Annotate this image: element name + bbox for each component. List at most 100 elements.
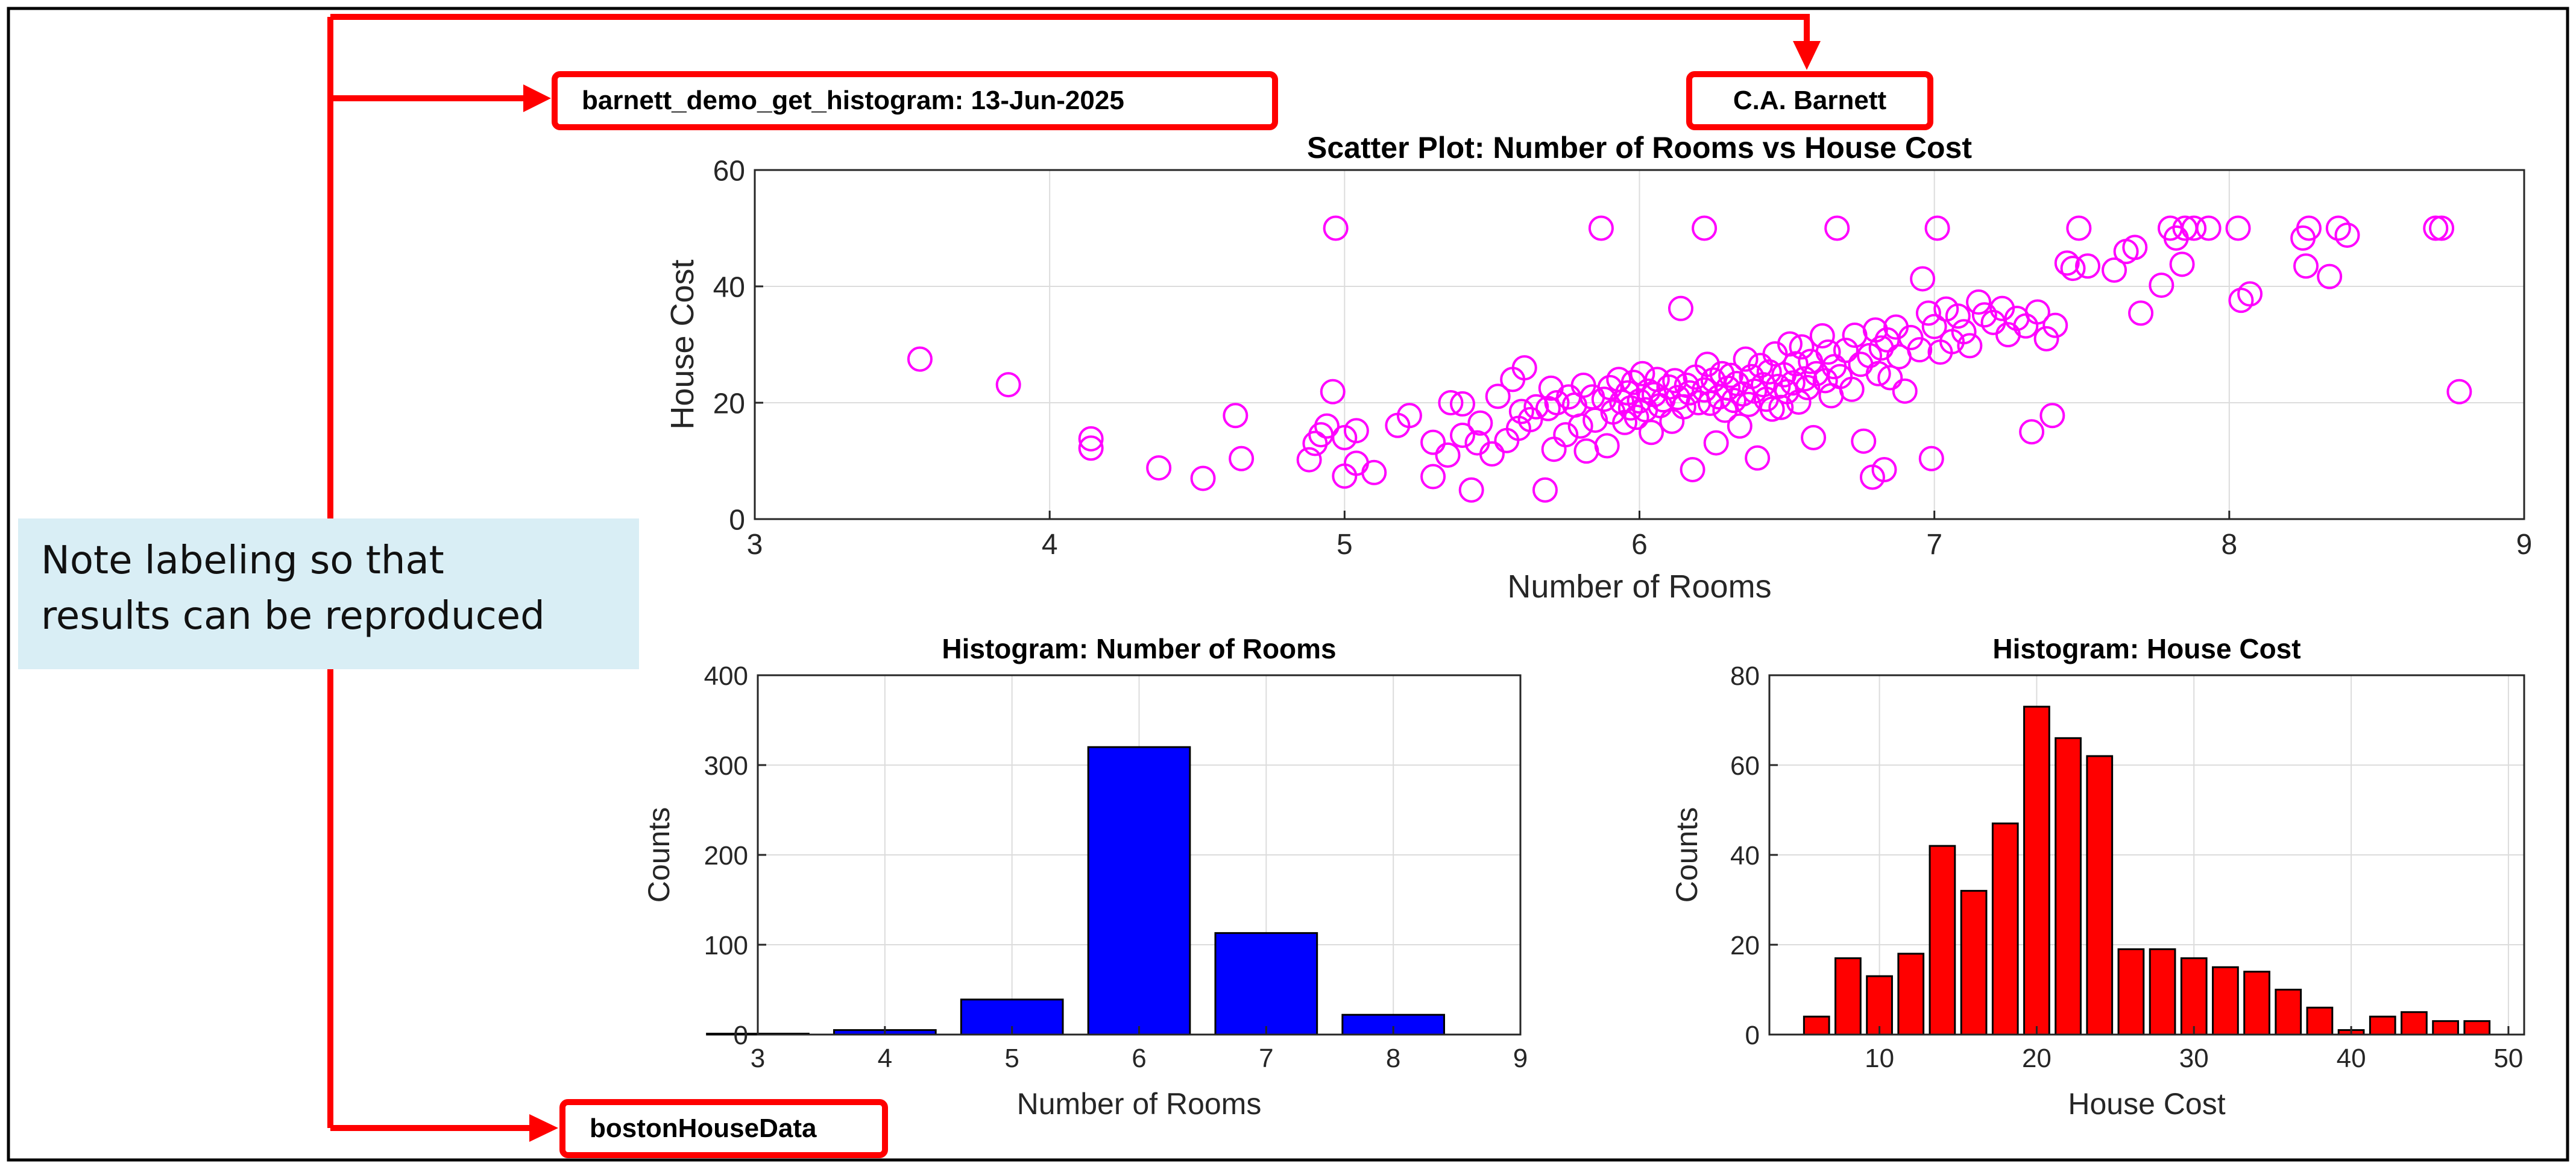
bar-cost [1960,890,1988,1036]
scatter-point [2446,379,2472,405]
scatter-point [1851,428,1877,454]
scatter-point [1508,399,1534,424]
bar-cost [2243,971,2270,1036]
arrow-head-program [523,84,551,112]
scatter-point [1680,456,1705,482]
scatter-point [1695,351,1721,377]
scatter-point [1588,215,1614,241]
scatter-point [1361,459,1387,485]
scatter-point [1314,413,1340,439]
scatter-point [1721,388,1747,414]
x-tick-label: 50 [2493,1044,2523,1073]
scatter-point [2181,215,2207,241]
x-tick-label: 8 [2221,529,2237,561]
scatter-point [1812,368,1838,394]
scatter-point [2102,257,2127,283]
scatter-point [2019,419,2045,445]
scatter-point [1801,424,1827,450]
histogram-cost: 10 20 30 40 50 0 20 40 60 80 Histogram: House Cost… [1670,633,2525,1121]
scatter-point [2296,215,2322,241]
scatter-point [1839,376,1865,402]
scatter-point [2228,288,2254,314]
scatter-point [1871,456,1897,482]
x-tick-label: 6 [1631,529,1648,561]
scatter-point [1078,426,1104,452]
scatter-point [1759,396,1785,422]
scatter-point [1450,423,1475,449]
scatter-point [1667,295,1693,321]
note-box: Note labeling so that results can be rep… [18,518,639,669]
y-tick-label: 0 [734,1021,748,1050]
scatter-point [2039,403,2065,429]
y-tick-label: 0 [1745,1021,1760,1050]
y-tick-label: 60 [713,155,745,187]
scatter-point [1435,442,1461,468]
scatter-point [1467,410,1493,436]
x-tick-label: 10 [1865,1044,1894,1073]
bar-cost [2180,957,2208,1036]
scatter-point [1323,215,1349,241]
chart-title: Histogram: House Cost [1992,633,2300,664]
scatter-point [1146,455,1172,481]
x-axis-label: Number of Rooms [1507,569,1771,605]
x-tick-label: 30 [2179,1044,2209,1073]
scatter-point [1296,447,1322,473]
scatter-point [2334,222,2360,248]
y-tick-label: 20 [1730,931,1760,960]
x-tick-label: 7 [1926,529,1942,561]
x-tick-label: 3 [747,529,763,561]
scatter-point [1924,215,1950,241]
x-tick-label: 9 [2516,529,2533,561]
chart-title: Histogram: Number of Rooms [942,633,1336,664]
scatter-point [1921,314,1947,339]
bar-cost [2117,948,2145,1036]
bar-cost [2275,989,2302,1036]
scatter-point [1594,433,1620,459]
scatter-point [1190,465,1216,491]
bar-cost [1897,953,1925,1036]
scatter-point [1733,346,1759,372]
bar-cost [1991,822,2019,1036]
bar-cost [1866,975,1893,1036]
scatter-point [1458,477,1484,503]
x-tick-label: 4 [878,1044,892,1073]
bar-cost [1803,1015,1830,1036]
scatter-point [2066,215,2092,241]
scatter-point [1517,406,1543,432]
scatter-point [1736,391,1762,417]
scatter-point [907,346,933,372]
scatter-point [1229,446,1255,471]
author-label: C.A. Barnett [1686,71,1933,130]
bar-cost [2086,755,2114,1036]
scatter-point [2196,215,2222,241]
bar-cost [2463,1020,2491,1036]
scatter-point [1703,430,1729,456]
scatter-point [1485,383,1511,409]
scatter-point [1223,403,1249,429]
x-tick-label: 3 [751,1044,765,1073]
scatter-point [1511,355,1537,381]
scatter-point [1320,379,1346,405]
x-axis-label: House Cost [2068,1087,2225,1121]
scatter-point [1727,413,1752,439]
scatter-point [2042,312,2068,338]
scatter-point [1783,351,1809,377]
top-connector [330,14,1810,42]
x-tick-label: 5 [1337,529,1353,561]
scatter-point [1907,337,1933,363]
scatter-point [1918,446,1944,471]
arrow-heads [523,41,1821,1142]
scatter-point [2128,300,2154,326]
scatter-point [1692,215,1718,241]
arrow-head-dataset [529,1114,558,1142]
x-tick-label: 9 [1513,1044,1528,1073]
chart-title: Scatter Plot: Number of Rooms vs House C… [1307,131,1972,165]
y-tick-label: 0 [729,504,745,536]
note-line-2: results can be reproduced [41,594,545,638]
x-axis-label: Number of Rooms [1017,1087,1262,1121]
y-tick-label: 400 [704,661,748,691]
bar-cost [2306,1006,2334,1036]
scatter-point [1795,374,1821,400]
scatter-point [2237,281,2263,307]
bar-cost [2149,948,2176,1036]
